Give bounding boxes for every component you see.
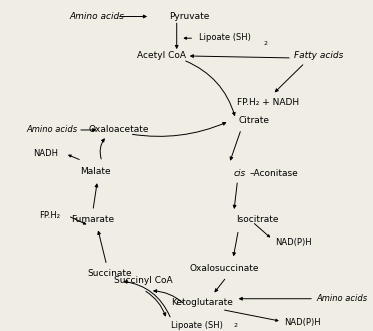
Text: Lipoate (SH): Lipoate (SH): [171, 321, 223, 330]
Text: Oxaloacetate: Oxaloacetate: [88, 125, 149, 134]
Text: FP.H₂ + NADH: FP.H₂ + NADH: [237, 98, 299, 107]
Text: Citrate: Citrate: [238, 116, 269, 124]
Text: 2: 2: [234, 323, 238, 328]
Text: FP.H₂: FP.H₂: [40, 211, 60, 220]
Text: Isocitrate: Isocitrate: [236, 215, 279, 224]
Text: Lipoate (SH): Lipoate (SH): [199, 33, 251, 42]
Text: Succinate: Succinate: [87, 268, 132, 278]
Text: Malate: Malate: [80, 167, 111, 176]
Text: Oxalosuccinate: Oxalosuccinate: [190, 263, 259, 273]
Text: cis: cis: [234, 169, 246, 178]
Text: –Aconitase: –Aconitase: [250, 169, 298, 178]
Text: Succinyl CoA: Succinyl CoA: [114, 276, 173, 285]
Text: Amino acids: Amino acids: [26, 125, 78, 134]
Text: Amino acids: Amino acids: [317, 294, 368, 303]
Text: Fumarate: Fumarate: [71, 215, 115, 224]
Text: Ketoglutarate: Ketoglutarate: [171, 298, 232, 307]
Text: NAD(P)H: NAD(P)H: [275, 238, 312, 247]
Text: NAD(P)H: NAD(P)H: [285, 318, 321, 327]
Text: Acetyl CoA: Acetyl CoA: [138, 51, 186, 61]
Text: Amino acids: Amino acids: [70, 12, 125, 21]
Text: Fatty acids: Fatty acids: [294, 51, 343, 61]
Text: 2: 2: [263, 41, 267, 46]
Text: NADH: NADH: [33, 149, 58, 158]
Text: Pyruvate: Pyruvate: [169, 12, 210, 21]
